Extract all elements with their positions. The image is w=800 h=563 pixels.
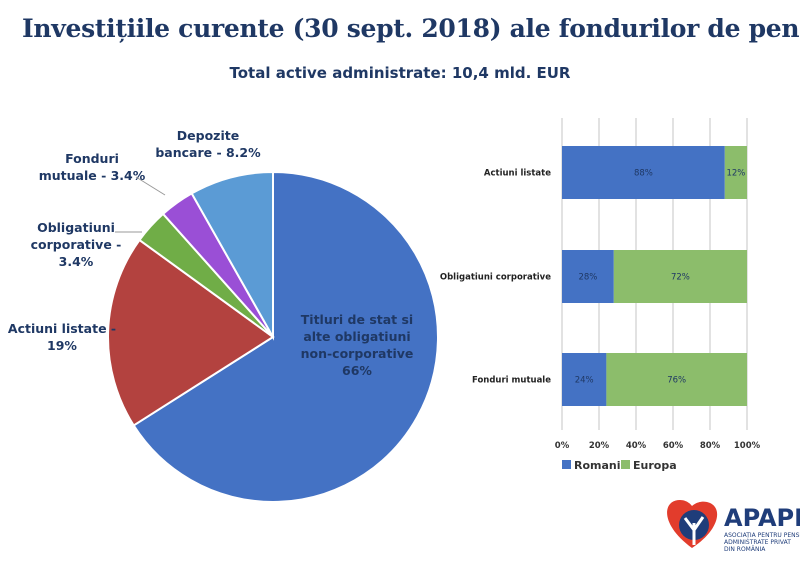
bar-europa	[606, 353, 747, 406]
pie-slice-label: Actiuni listate -19%	[8, 321, 116, 353]
bar-romania	[562, 353, 607, 406]
data-label: 24%	[575, 376, 594, 386]
pie-slice-label: Titluri de stat si alte obligatiuni non-co…	[301, 312, 414, 378]
legend-label: Europa	[633, 459, 677, 472]
data-label: 88%	[634, 169, 653, 179]
x-tick-label: 0%	[555, 441, 570, 451]
bar-europa	[613, 250, 747, 303]
category-label: Obligatiuni corporative	[440, 273, 551, 283]
pie-slice	[190, 170, 274, 341]
logo-tagline: ASOCIAȚIA PENTRU PENSIILEADMINISTRATE PR…	[724, 532, 800, 553]
data-label: 28%	[578, 273, 597, 283]
category-label: Actiuni listate	[484, 169, 551, 179]
x-tick-label: 100%	[734, 441, 761, 451]
legend-swatch	[562, 460, 571, 469]
logo-name: APAPR	[724, 504, 800, 532]
x-tick-label: 80%	[700, 441, 721, 451]
category-label: Fonduri mutuale	[472, 376, 551, 386]
page-title: Investițiile curente (30 sept. 2018) ale…	[22, 14, 800, 43]
data-label: 72%	[671, 273, 690, 283]
bar-romania	[562, 250, 614, 303]
data-label: 12%	[726, 169, 745, 179]
pie-slice-label: Obligatiuni corporative -3.4%	[31, 220, 122, 269]
legend-swatch	[621, 460, 630, 469]
pie-slice-label: Depozite bancare - 8.2%	[155, 128, 261, 160]
x-tick-label: 40%	[626, 441, 647, 451]
tree-icon	[683, 516, 705, 545]
pie-slice	[107, 238, 275, 427]
bar-romania	[562, 146, 725, 199]
x-tick-label: 60%	[663, 441, 684, 451]
bar-europa	[724, 146, 747, 199]
page-subtitle: Total active administrate: 10,4 mld. EUR	[229, 64, 571, 82]
data-label: 76%	[667, 376, 686, 386]
pie-slice-label: Fonduri mutuale - 3.4%	[39, 151, 146, 183]
leader-line	[135, 176, 166, 196]
legend-label: Romania	[574, 459, 628, 472]
pie-slice	[132, 170, 439, 503]
apapr-logo: APAPR	[667, 500, 800, 548]
x-tick-label: 20%	[589, 441, 610, 451]
